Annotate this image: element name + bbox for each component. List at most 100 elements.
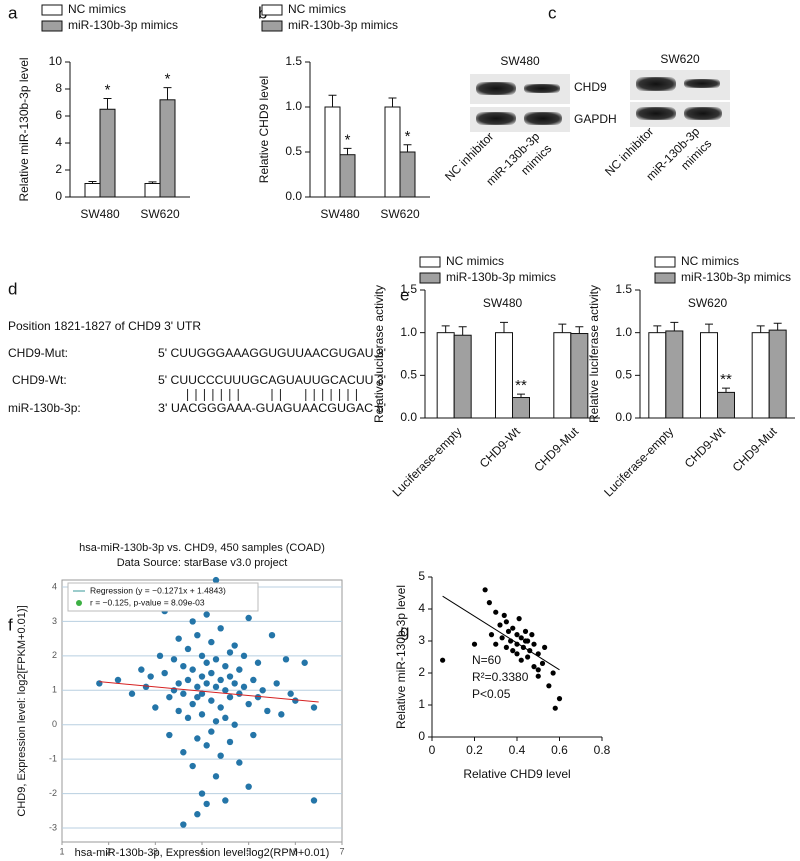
- point: [529, 632, 535, 638]
- x-tick-label: SW480: [320, 207, 360, 221]
- error-bar: [722, 387, 730, 393]
- point: [510, 625, 516, 631]
- point: [301, 659, 308, 666]
- x-tick-label: 4: [199, 846, 204, 856]
- bar: [324, 106, 341, 198]
- point: [236, 759, 243, 766]
- point: [194, 632, 201, 639]
- point: [486, 600, 492, 606]
- error-bar: [500, 321, 508, 333]
- y-tick-label: 6: [55, 108, 62, 122]
- point: [217, 752, 224, 759]
- x-tick-label: 0.2: [466, 743, 483, 757]
- legend-swatch: [41, 20, 63, 32]
- point: [161, 669, 168, 677]
- x-tick-label: Luciferase-empty: [390, 424, 465, 499]
- point: [166, 731, 173, 739]
- point: [208, 638, 215, 646]
- point: [292, 697, 299, 704]
- x-tick-label: CHD9-Mut: [730, 424, 780, 474]
- y-axis-label: Relative CHD9 level: [257, 76, 271, 183]
- y-tick-label: 0: [52, 719, 57, 729]
- point: [488, 632, 495, 638]
- legend-swatch: [261, 4, 283, 16]
- y-tick-label: -2: [49, 788, 57, 798]
- x-axis-label: Relative CHD9 level: [463, 767, 570, 781]
- panel-label: f: [8, 615, 13, 634]
- fit-line: [99, 681, 319, 703]
- point: [203, 742, 210, 749]
- base-pairing: [187, 389, 357, 401]
- y-tick-label: 2: [52, 650, 57, 660]
- error-bar: [388, 97, 397, 107]
- y-tick-label: 0.5: [285, 144, 302, 158]
- point: [189, 618, 196, 625]
- sequence-name: CHD9-Mut:: [8, 346, 68, 360]
- bar: [512, 397, 530, 419]
- point: [217, 704, 224, 711]
- point: [184, 676, 192, 684]
- point: [236, 690, 243, 697]
- error-bar: [103, 97, 112, 110]
- point: [254, 693, 262, 701]
- error-bar: [653, 325, 662, 333]
- sequence: 5' CUUGGGAAAGGUGUUAACGUGAU 3': [158, 346, 386, 360]
- point: [194, 683, 201, 691]
- point: [184, 645, 192, 653]
- legend-label: miR-130b-3p mimics: [68, 18, 178, 32]
- legend-box: [67, 582, 259, 612]
- point: [493, 641, 499, 647]
- y-tick-label: 4: [418, 601, 425, 615]
- point: [152, 704, 159, 711]
- y-tick-label: -3: [49, 822, 57, 832]
- sequence: 3' UACGGGAAA-GUAGUAACGUGAC 5': [158, 401, 386, 415]
- x-tick-label: 0.4: [509, 743, 526, 757]
- chart-title: hsa-miR-130b-3p vs. CHD9, 450 samples (C…: [79, 542, 325, 554]
- x-tick-label: 0: [429, 743, 436, 757]
- point: [175, 707, 182, 715]
- point: [539, 660, 546, 667]
- point: [198, 711, 206, 718]
- fit-line: [442, 595, 560, 671]
- point: [268, 632, 276, 639]
- point: [546, 683, 552, 689]
- bar: [436, 332, 455, 419]
- stats-label: r = −0.125, p-value = 8.09e-03: [90, 597, 205, 607]
- y-tick-label: 5: [418, 569, 425, 583]
- sequence: 5' CUUCCCUUUGCAGUAUUGCACUU 3': [158, 373, 386, 387]
- bar: [99, 108, 116, 198]
- bar: [495, 332, 513, 419]
- y-tick-label: 1.0: [285, 99, 302, 113]
- point: [245, 614, 252, 622]
- bar: [159, 99, 176, 198]
- x-tick-label: SW480: [80, 207, 120, 221]
- legend-swatch: [419, 272, 441, 284]
- legend-label: NC mimics: [681, 254, 739, 268]
- error-bar: [705, 323, 713, 333]
- plot-frame: [61, 579, 343, 843]
- point: [254, 659, 262, 666]
- panel-label: e: [400, 285, 409, 304]
- legend-swatch: [654, 256, 676, 268]
- x-tick-label: CHD9-Wt: [682, 424, 729, 471]
- point: [175, 680, 182, 687]
- blot-images: [470, 70, 730, 132]
- point: [516, 616, 522, 622]
- point: [535, 673, 541, 679]
- point: [198, 652, 206, 660]
- point: [203, 659, 210, 666]
- chart-subtitle: SW480: [483, 296, 523, 310]
- legend-label: miR-130b-3p mimics: [446, 270, 556, 284]
- point: [493, 609, 499, 615]
- point: [194, 735, 201, 742]
- point: [222, 662, 229, 670]
- point: [287, 690, 294, 697]
- legend-label: miR-130b-3p mimics: [681, 270, 791, 284]
- x-tick-label: 0.8: [594, 743, 611, 757]
- bar: [768, 329, 787, 419]
- y-tick-label: 1: [52, 685, 57, 695]
- point: [198, 673, 206, 680]
- point: [226, 673, 234, 680]
- error-bar: [328, 94, 337, 107]
